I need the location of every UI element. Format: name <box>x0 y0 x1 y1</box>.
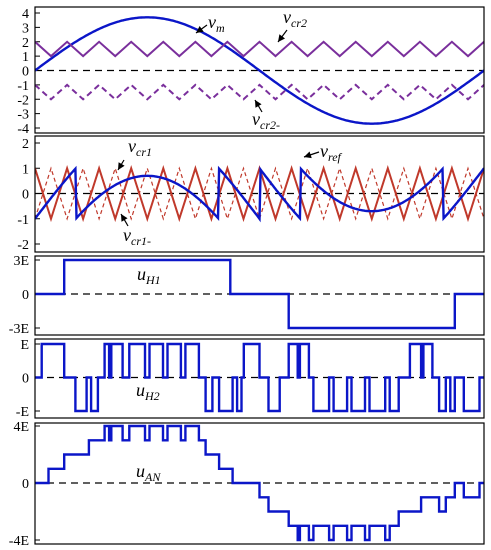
panel-3: 3E 0 -3E uH1 <box>9 254 485 337</box>
arrow-vcr2 <box>277 29 288 43</box>
arrow-vref <box>303 151 320 159</box>
label-v_cr2: vcr2 <box>283 7 307 30</box>
series-u_H2 <box>35 342 484 413</box>
label-v_ref: vref <box>320 141 343 164</box>
panel-frame <box>34 6 485 134</box>
series-u_H1 <box>35 258 484 330</box>
y-tick-label: E <box>20 338 29 353</box>
series-v_cr1- <box>35 166 484 221</box>
y-tick-label: -4 <box>17 122 29 137</box>
panel-frame <box>34 135 485 253</box>
y-tick-label: 1 <box>22 162 29 177</box>
series-v_ref <box>35 165 484 223</box>
y-tick-label: 0 <box>22 477 29 492</box>
series-v_cr2 <box>35 40 484 58</box>
y-tick-label: 3 <box>22 21 29 36</box>
label-v_cr1: vcr1 <box>128 136 152 159</box>
arrow-vcr1 <box>117 159 125 171</box>
label-u_AN: uAN <box>136 461 161 484</box>
panel-2: 2 1 0 -1 -2 vcr1 vcr1- vref <box>17 135 485 253</box>
y-tick-label: 2 <box>22 36 29 51</box>
panel-5: 4E 0 -4E uAN <box>9 420 485 549</box>
y-tick-label: -1 <box>17 79 29 94</box>
series-v_m <box>35 16 484 125</box>
y-tick-label: 4 <box>22 7 29 22</box>
panel-4: E 0 -E uH2 <box>16 338 485 420</box>
y-tick-label: 1 <box>22 50 29 65</box>
label-u_H1: uH1 <box>137 264 161 287</box>
y-tick-label: -1 <box>17 213 29 228</box>
y-tick-label: 3E <box>13 254 29 269</box>
label-v_cr2-: vcr2- <box>252 109 280 132</box>
y-tick-label: -4E <box>9 534 29 549</box>
label-v_m: vm <box>208 12 225 35</box>
y-tick-label: -2 <box>17 238 29 253</box>
label-v_cr1-: vcr1- <box>123 225 151 248</box>
y-tick-label: -3 <box>17 108 29 123</box>
y-tick-label: -E <box>16 405 29 420</box>
y-tick-label: 2 <box>22 137 29 152</box>
panel-frame <box>34 338 485 419</box>
y-tick-label: 0 <box>22 188 29 203</box>
y-tick-label: -3E <box>9 322 29 337</box>
label-u_H2: uH2 <box>136 380 160 403</box>
arrow-vcr1-minus <box>120 213 129 227</box>
y-tick-label: 0 <box>22 288 29 303</box>
y-tick-label: -2 <box>17 93 29 108</box>
arrow-vcr2-minus <box>254 99 263 113</box>
series-u_AN <box>35 424 484 542</box>
y-tick-label: 0 <box>22 65 29 80</box>
y-tick-label: 4E <box>13 420 29 435</box>
panel-frame <box>34 422 485 545</box>
y-tick-label: 0 <box>22 372 29 387</box>
arrow-vm <box>195 24 208 34</box>
series-v_cr2- <box>35 83 484 101</box>
panel-frame <box>34 255 485 336</box>
